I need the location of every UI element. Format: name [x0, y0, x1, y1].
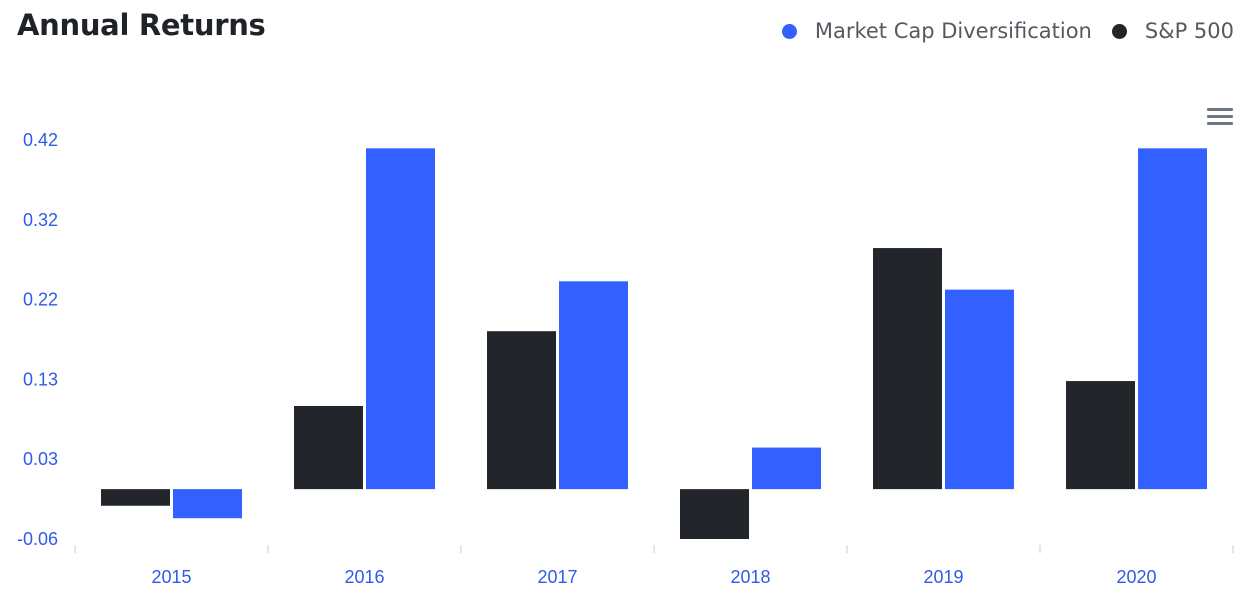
bar-sp500-2016 — [294, 406, 363, 490]
bar-market-cap-diversification-2019 — [945, 289, 1014, 490]
bar-sp500-2019 — [873, 248, 942, 490]
y-tick-label: 0.42 — [23, 130, 58, 150]
x-tick-label: 2017 — [537, 567, 577, 587]
legend-marker-market-cap-diversification — [781, 23, 797, 39]
bar-market-cap-diversification-2017 — [559, 281, 628, 490]
bar-sp500-2018 — [680, 489, 749, 539]
legend-marker-sp500 — [1111, 23, 1127, 39]
bar-market-cap-diversification-2015 — [173, 489, 242, 519]
bar-sp500-2015 — [101, 489, 170, 506]
bar-market-cap-diversification-2016 — [366, 148, 435, 490]
x-tick-label: 2015 — [151, 567, 191, 587]
bar-market-cap-diversification-2018 — [752, 447, 821, 490]
legend-label-sp500: S&P 500 — [1144, 19, 1234, 43]
legend-item-market-cap-diversification[interactable]: Market Cap Diversification — [781, 19, 1092, 43]
hamburger-menu-icon[interactable] — [1207, 108, 1233, 128]
legend-item-sp500[interactable]: S&P 500 — [1111, 19, 1234, 43]
y-tick-label: 0.13 — [23, 369, 58, 389]
bar-sp500-2020 — [1066, 381, 1135, 490]
y-tick-label: 0.22 — [23, 290, 58, 310]
x-tick-label: 2016 — [344, 567, 384, 587]
bar-market-cap-diversification-2020 — [1138, 148, 1207, 490]
y-tick-label: -0.06 — [17, 529, 58, 549]
x-tick-label: 2020 — [1116, 567, 1156, 587]
bar-sp500-2017 — [487, 331, 556, 490]
x-tick-label: 2019 — [923, 567, 963, 587]
legend: Market Cap Diversification S&P 500 — [762, 19, 1234, 43]
legend-label-market-cap-diversification: Market Cap Diversification — [814, 19, 1092, 43]
y-tick-label: 0.03 — [23, 449, 58, 469]
x-tick-label: 2018 — [730, 567, 770, 587]
chart-title: Annual Returns — [17, 8, 266, 42]
y-tick-label: 0.32 — [23, 210, 58, 230]
